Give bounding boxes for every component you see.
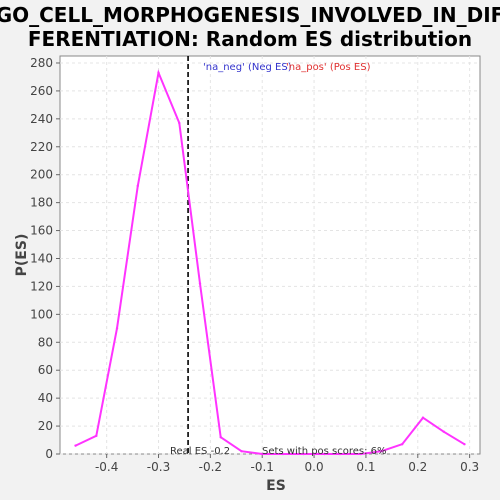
data-point	[115, 327, 119, 330]
chart-title-line-1: GO_CELL_MORPHOGENESIS_INVOLVED_IN_DIF	[0, 3, 500, 27]
y-tick-label: 120	[30, 279, 53, 293]
y-tick-label: 20	[38, 419, 53, 433]
real-es-annotation: Real ES -0.2	[170, 446, 230, 457]
x-tick-label: -0.4	[95, 460, 118, 474]
y-tick-label: 280	[30, 56, 53, 70]
y-tick-label: 100	[30, 307, 53, 321]
data-point	[463, 443, 466, 446]
x-tick-label: -0.3	[147, 460, 170, 474]
data-point	[240, 450, 243, 453]
axis-ticks: -0.4 -0.3 -0.2 -0.1 0.0 0.1 0.2 0.3 0 20 40 60 80 100…	[30, 56, 479, 474]
data-point	[338, 452, 342, 456]
y-tick-label: 240	[30, 112, 53, 126]
data-point	[219, 436, 222, 439]
legend-neg-label: 'na_neg' (Neg ES)	[203, 62, 292, 73]
data-point	[401, 443, 404, 446]
data-point	[136, 184, 139, 188]
y-tick-label: 40	[38, 391, 53, 405]
data-point	[442, 430, 445, 433]
data-point	[198, 282, 202, 285]
data-point	[323, 452, 326, 456]
x-tick-label: 0.0	[305, 460, 324, 474]
es-distribution-curve	[75, 69, 465, 455]
legend-pos-label: 'na_pos' (Pos ES)	[286, 62, 371, 73]
y-tick-label: 160	[30, 224, 53, 238]
data-points	[74, 71, 466, 456]
data-point	[281, 452, 285, 456]
data-point	[380, 450, 383, 453]
data-point	[421, 416, 425, 419]
data-point	[157, 71, 160, 74]
x-tick-label: -0.1	[251, 460, 274, 474]
plot-area	[59, 55, 481, 455]
data-point	[178, 121, 181, 125]
data-point	[74, 444, 77, 447]
y-tick-label: 200	[30, 168, 53, 182]
y-tick-label: 140	[30, 251, 53, 265]
y-tick-label: 220	[30, 140, 53, 154]
y-tick-label: 180	[30, 196, 53, 210]
y-tick-label: 60	[38, 363, 53, 377]
y-tick-label: 260	[30, 84, 53, 98]
data-point	[359, 452, 362, 456]
y-tick-label: 0	[45, 447, 53, 461]
grid-lines	[60, 56, 480, 455]
data-point	[95, 434, 98, 438]
x-tick-label: 0.3	[460, 460, 479, 474]
x-tick-label: 0.2	[408, 460, 427, 474]
x-axis-label: ES	[266, 478, 286, 494]
y-tick-label: 80	[38, 335, 53, 349]
pos-scores-annotation: Sets with pos scores: 6%	[262, 446, 387, 457]
data-point	[302, 452, 305, 456]
y-axis-label: P(ES)	[14, 234, 30, 277]
chart-title-line-2: FERENTIATION: Random ES distribution	[28, 27, 472, 51]
data-point	[261, 452, 264, 456]
x-tick-label: 0.1	[356, 460, 375, 474]
x-tick-label: -0.2	[199, 460, 222, 474]
